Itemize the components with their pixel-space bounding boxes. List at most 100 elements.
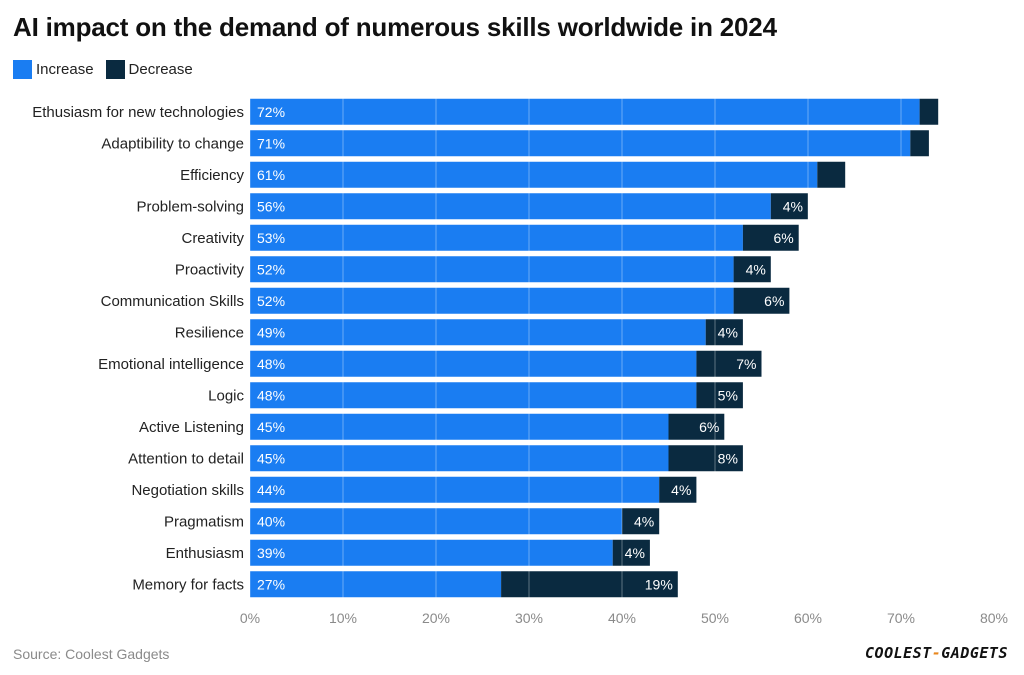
category-label: Memory for facts (132, 576, 244, 593)
bar-increase (250, 571, 502, 598)
increase-value-label: 71% (257, 135, 285, 151)
bar-increase (250, 98, 920, 125)
category-label: Attention to detail (128, 450, 244, 467)
legend-swatch-increase (13, 60, 32, 79)
increase-value-label: 53% (257, 230, 285, 246)
increase-value-label: 39% (257, 545, 285, 561)
bar-decrease (696, 350, 762, 377)
bar-decrease (733, 256, 771, 283)
increase-value-label: 61% (257, 167, 285, 183)
decrease-value-label: 6% (764, 293, 784, 309)
decrease-value-label: 8% (718, 450, 738, 466)
bar-increase (250, 413, 669, 440)
increase-value-label: 72% (257, 104, 285, 120)
bar-increase (250, 539, 613, 566)
x-tick-label: 80% (980, 610, 1008, 626)
legend-label-decrease: Decrease (128, 61, 193, 78)
logo-text-right: GADGETS (941, 644, 1008, 662)
increase-value-label: 27% (257, 576, 285, 592)
bar-increase (250, 130, 911, 157)
category-label: Adaptibility to change (101, 135, 244, 152)
category-label: Problem-solving (136, 198, 244, 215)
x-tick-label: 0% (240, 610, 260, 626)
x-tick-label: 10% (329, 610, 357, 626)
bar-increase (250, 319, 706, 346)
decrease-value-label: 4% (625, 545, 645, 561)
decrease-value-label: 19% (645, 576, 673, 592)
category-label: Proactivity (175, 261, 245, 278)
increase-value-label: 52% (257, 293, 285, 309)
bar-increase (250, 256, 734, 283)
x-tick-label: 30% (515, 610, 543, 626)
increase-value-label: 56% (257, 198, 285, 214)
legend-label-increase: Increase (36, 61, 94, 78)
decrease-value-label: 4% (671, 482, 691, 498)
bar-increase (250, 508, 622, 535)
x-tick-label: 40% (608, 610, 636, 626)
bar-increase (250, 161, 818, 188)
x-tick-label: 20% (422, 610, 450, 626)
category-label: Logic (208, 387, 244, 404)
legend-swatch-decrease (105, 60, 125, 79)
category-label: Efficiency (180, 167, 244, 184)
x-tick-label: 60% (794, 610, 822, 626)
category-label: Enthusiasm (166, 545, 244, 562)
bar-increase (250, 382, 697, 409)
bar-increase (250, 476, 660, 503)
legend-item-decrease: Decrease (105, 60, 193, 79)
increase-value-label: 44% (257, 482, 285, 498)
category-label: Emotional intelligence (98, 356, 244, 373)
source-note: Source: Coolest Gadgets (13, 646, 170, 662)
x-tick-label: 50% (701, 610, 729, 626)
decrease-value-label: 7% (736, 356, 756, 372)
bar-increase (250, 287, 734, 314)
bar-decrease (770, 193, 808, 220)
bar-increase (250, 445, 669, 472)
bar-increase (250, 350, 697, 377)
bar-decrease (742, 224, 799, 251)
bar-increase (250, 193, 771, 220)
bar-increase (250, 224, 743, 251)
category-label: Negotiation skills (131, 482, 244, 499)
decrease-value-label: 4% (783, 198, 803, 214)
decrease-value-label: 6% (699, 419, 719, 435)
increase-value-label: 48% (257, 387, 285, 403)
bar-decrease (668, 413, 725, 440)
logo-text-left: COOLEST (865, 644, 932, 662)
decrease-value-label: 4% (718, 324, 738, 340)
bar-decrease (668, 445, 743, 472)
legend-item-increase: Increase (13, 60, 94, 79)
category-label: Active Listening (139, 419, 244, 436)
decrease-value-label: 4% (634, 513, 654, 529)
category-label: Ethusiasm for new technologies (32, 104, 244, 121)
x-tick-label: 70% (887, 610, 915, 626)
category-label: Creativity (181, 230, 244, 247)
category-label: Resilience (175, 324, 244, 341)
bar-decrease (733, 287, 790, 314)
category-label: Pragmatism (164, 513, 244, 530)
decrease-value-label: 4% (746, 261, 766, 277)
bar-decrease (910, 130, 929, 157)
chart-title: AI impact on the demand of numerous skil… (13, 12, 777, 42)
bar-decrease (659, 476, 697, 503)
logo-separator: - (931, 644, 942, 662)
bar-decrease (501, 571, 678, 598)
decrease-value-label: 5% (718, 387, 738, 403)
bar-decrease (817, 161, 846, 188)
increase-value-label: 45% (257, 450, 285, 466)
increase-value-label: 52% (257, 261, 285, 277)
bar-decrease (696, 382, 743, 409)
increase-value-label: 48% (257, 356, 285, 372)
bar-decrease (705, 319, 743, 346)
category-label: Communication Skills (101, 293, 244, 310)
bar-decrease (919, 98, 939, 125)
brand-logo: COOLEST-GADGETS (865, 644, 1008, 662)
increase-value-label: 49% (257, 324, 285, 340)
increase-value-label: 45% (257, 419, 285, 435)
increase-value-label: 40% (257, 513, 285, 529)
bar-decrease (612, 539, 650, 566)
legend: Increase Decrease (13, 60, 205, 79)
bar-decrease (622, 508, 660, 535)
decrease-value-label: 6% (773, 230, 793, 246)
